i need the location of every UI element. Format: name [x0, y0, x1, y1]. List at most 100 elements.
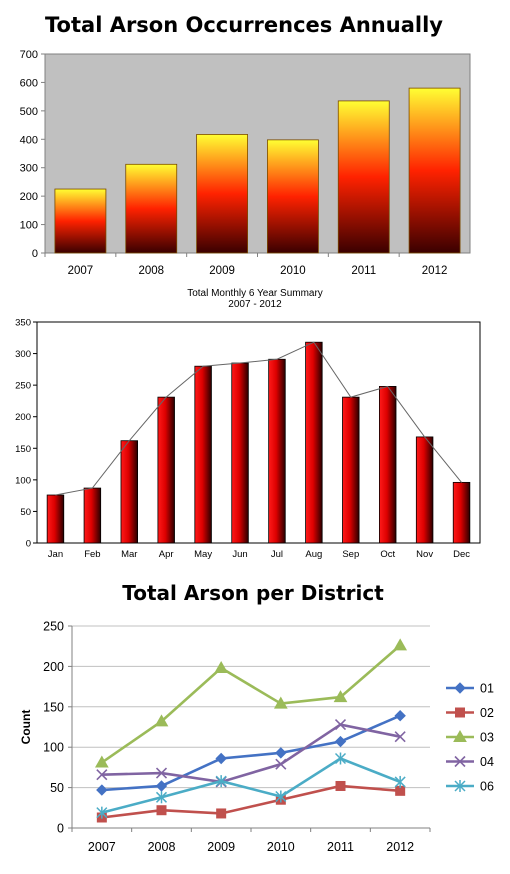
- district-point-04-2011: [334, 719, 347, 731]
- monthly-x-tick-label: Nov: [416, 549, 433, 560]
- annual-bar-2009: [196, 134, 248, 254]
- district-point-06-2011: [334, 752, 347, 765]
- district-point-06-2008: [155, 791, 168, 804]
- annual-chart-title: Total Arson Occurrences Annually: [45, 13, 443, 37]
- district-point-01-2009: [215, 752, 227, 765]
- legend-label-06: 06: [480, 780, 494, 794]
- annual-y-tick-label: 500: [20, 106, 38, 118]
- monthly-x-tick-label: Feb: [84, 549, 100, 560]
- monthly-y-tick-label: 300: [15, 349, 31, 360]
- district-point-01-2007: [96, 784, 108, 796]
- district-y-tick-label: 250: [43, 620, 64, 634]
- district-y-tick-label: 50: [50, 781, 64, 795]
- monthly-bar-dec: [452, 481, 471, 544]
- district-point-01-2011: [334, 735, 347, 748]
- legend-label-02: 02: [480, 706, 494, 720]
- district-point-03-2009: [214, 661, 229, 674]
- monthly-x-tick-label: Jul: [271, 549, 283, 560]
- monthly-bar-jul: [268, 358, 286, 544]
- monthly-y-tick-label: 350: [15, 318, 31, 329]
- legend-marker-04: [454, 755, 466, 768]
- district-y-tick-label: 200: [43, 660, 64, 674]
- district-line-03: [101, 644, 402, 764]
- monthly-bar-jun: [231, 362, 249, 544]
- annual-y-tick-label: 200: [20, 191, 38, 203]
- monthly-bar-jan: [46, 494, 65, 544]
- monthly-bar-aug: [305, 341, 323, 544]
- annual-y-tick-label: 100: [20, 220, 38, 232]
- annual-bar-2011: [337, 100, 390, 254]
- legend-marker-01: [454, 682, 466, 694]
- district-point-01-2010: [275, 747, 287, 759]
- monthly-y-tick-label: 50: [20, 507, 31, 518]
- district-x-tick-label: 2008: [148, 840, 176, 854]
- district-chart-title: Total Arson per District: [122, 581, 384, 605]
- district-y-tick-label: 150: [43, 700, 64, 714]
- district-series-06: [96, 752, 406, 819]
- monthly-x-tick-label: Jun: [232, 549, 247, 560]
- annual-x-tick-label: 2007: [68, 265, 94, 277]
- monthly-x-tick-label: Sep: [342, 549, 359, 560]
- monthly-plot-area: [36, 321, 481, 544]
- legend-label-01: 01: [480, 682, 494, 696]
- annual-bar-2008: [125, 163, 178, 254]
- district-x-tick-label: 2009: [207, 840, 235, 854]
- district-series-04: [96, 719, 406, 788]
- annual-y-tick-label: 400: [20, 134, 38, 146]
- annual-y-tick-label: 300: [20, 163, 38, 175]
- district-x-tick-label: 2007: [88, 840, 116, 854]
- monthly-x-tick-label: Apr: [159, 549, 174, 560]
- monthly-bar-feb: [83, 487, 102, 544]
- district-point-02-2008: [156, 805, 167, 816]
- district-line-01: [101, 714, 401, 792]
- district-y-tick-label: 100: [43, 741, 64, 755]
- district-point-02-2011: [335, 780, 346, 791]
- district-point-06-2012: [394, 775, 406, 788]
- legend-marker-06: [454, 780, 466, 792]
- district-line-04: [101, 723, 401, 784]
- monthly-x-tick-label: Aug: [305, 549, 322, 560]
- annual-bar-2012: [408, 87, 461, 254]
- district-x-tick-label: 2012: [386, 840, 414, 854]
- monthly-y-tick-label: 150: [15, 444, 31, 455]
- annual-x-tick-label: 2011: [351, 265, 376, 277]
- district-y-tick-label: 0: [57, 822, 64, 836]
- district-line-06: [101, 757, 401, 814]
- district-point-03-2008: [154, 714, 169, 727]
- monthly-y-tick-label: 100: [15, 475, 31, 486]
- district-point-03-2012: [393, 638, 408, 651]
- district-y-axis-label: Count: [19, 710, 33, 745]
- monthly-x-tick-label: Dec: [453, 549, 470, 560]
- monthly-bar-mar: [120, 440, 138, 544]
- legend-marker-03: [453, 729, 467, 742]
- district-point-06-2007: [96, 806, 108, 819]
- monthly-chart-title: Total Monthly 6 Year Summary: [187, 288, 323, 299]
- annual-x-tick-label: 2008: [138, 265, 164, 277]
- annual-y-tick-label: 600: [20, 77, 38, 89]
- annual-bar-2007: [54, 188, 107, 254]
- district-point-01-2008: [155, 780, 168, 792]
- district-point-02-2009: [216, 808, 227, 819]
- monthly-x-tick-label: May: [194, 549, 212, 560]
- district-point-04-2012: [394, 731, 406, 743]
- annual-x-tick-label: 2012: [422, 265, 448, 277]
- monthly-chart-subtitle: 2007 - 2012: [228, 299, 282, 310]
- monthly-overlay-line: [55, 341, 462, 496]
- district-series-01: [96, 709, 406, 796]
- district-point-04-2007: [96, 769, 108, 781]
- legend-marker-02: [455, 707, 465, 718]
- district-line-02: [101, 784, 401, 819]
- district-x-tick-label: 2010: [267, 840, 295, 854]
- district-point-03-2010: [273, 696, 288, 709]
- annual-y-tick-label: 0: [32, 248, 38, 260]
- monthly-bar-sep: [342, 396, 360, 544]
- annual-bar-2010: [267, 139, 319, 254]
- district-point-01-2012: [394, 709, 406, 722]
- legend-label-04: 04: [480, 755, 494, 769]
- district-series-03: [94, 638, 408, 768]
- annual-x-tick-label: 2009: [209, 265, 235, 277]
- monthly-y-tick-label: 0: [26, 539, 31, 550]
- district-point-06-2009: [215, 775, 227, 788]
- monthly-bar-apr: [157, 396, 175, 544]
